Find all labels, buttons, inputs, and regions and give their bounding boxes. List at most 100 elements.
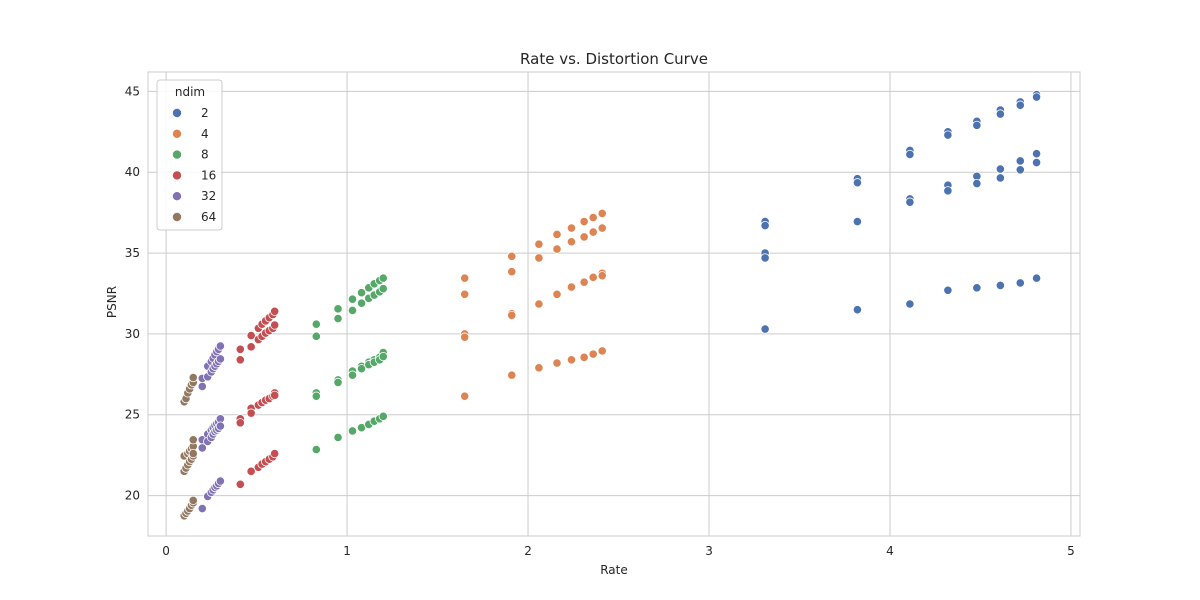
data-point	[534, 299, 544, 309]
data-point	[1031, 149, 1042, 159]
x-tick-label: 3	[705, 544, 713, 558]
data-point	[347, 305, 358, 316]
data-point	[943, 186, 953, 196]
data-point	[270, 448, 280, 459]
x-tick-label: 2	[524, 544, 532, 558]
data-point	[507, 267, 517, 277]
data-point	[552, 244, 562, 254]
data-point	[356, 288, 367, 298]
data-point	[588, 227, 598, 237]
legend-item: 2	[171, 106, 209, 120]
data-point	[566, 355, 577, 365]
data-point	[1031, 273, 1042, 283]
data-point	[588, 212, 598, 223]
data-point	[760, 253, 770, 263]
data-point	[347, 294, 358, 304]
data-point	[579, 277, 589, 287]
data-point	[197, 503, 207, 514]
chart-title: Rate vs. Distortion Curve	[520, 50, 708, 68]
data-point	[197, 381, 207, 392]
series-ndim-64	[179, 372, 198, 521]
legend-box	[156, 79, 223, 231]
data-point	[235, 344, 245, 354]
data-point	[507, 310, 517, 320]
y-tick-label: 20	[125, 489, 140, 503]
series-ndim-2	[760, 90, 1042, 334]
data-point	[188, 372, 198, 383]
data-point	[311, 444, 321, 455]
data-point	[534, 239, 544, 249]
data-point	[995, 109, 1005, 119]
data-point	[246, 408, 256, 418]
data-point	[1031, 92, 1042, 102]
data-point	[597, 223, 607, 233]
data-point	[534, 363, 544, 373]
data-point	[333, 313, 343, 324]
data-point	[943, 130, 953, 140]
data-point	[588, 272, 598, 282]
data-point	[246, 330, 256, 341]
y-tick-label: 30	[125, 327, 140, 341]
data-point	[597, 346, 607, 356]
legend-title: ndim	[175, 85, 205, 99]
data-point	[995, 173, 1005, 183]
x-axis-ticks: 0 1 2 3 4 5	[162, 544, 1074, 558]
data-point	[215, 476, 225, 486]
data-point	[235, 479, 245, 489]
data-point	[760, 324, 770, 334]
data-point	[852, 178, 863, 188]
legend-label: 4	[201, 127, 209, 141]
data-point	[905, 197, 915, 207]
data-point	[1015, 156, 1025, 166]
data-point	[333, 304, 343, 314]
data-point	[246, 466, 256, 476]
x-tick-label: 0	[162, 544, 170, 558]
data-point	[378, 351, 388, 362]
data-point	[188, 435, 198, 445]
data-point	[460, 332, 470, 342]
data-point	[905, 149, 915, 160]
data-point	[333, 432, 343, 442]
data-point	[597, 271, 607, 281]
data-point	[378, 273, 388, 283]
y-tick-label: 35	[125, 246, 140, 260]
data-point	[972, 178, 982, 189]
data-point	[507, 370, 517, 380]
data-point	[333, 377, 343, 388]
data-point	[852, 216, 863, 227]
legend-item: 8	[171, 148, 209, 162]
data-point	[215, 341, 225, 351]
data-point	[378, 411, 388, 421]
data-point	[270, 320, 280, 330]
data-point	[943, 285, 953, 295]
legend-item: 64	[171, 210, 216, 224]
legend-marker	[171, 170, 182, 181]
data-point	[311, 391, 321, 401]
data-point	[235, 418, 245, 428]
data-point	[311, 331, 321, 341]
data-point	[579, 232, 589, 242]
legend: ndim 2 4 8 16 32 64	[156, 79, 223, 231]
legend-items: 2 4 8 16 32 64	[171, 106, 216, 224]
y-tick-label: 25	[125, 408, 140, 422]
data-point	[995, 280, 1005, 291]
plot-frame	[147, 71, 1081, 537]
data-point	[852, 305, 863, 315]
series-ndim-8	[311, 273, 388, 455]
legend-marker	[171, 128, 182, 139]
data-point	[579, 352, 589, 362]
data-point	[760, 220, 770, 231]
series-ndim-4	[460, 208, 607, 401]
data-point	[311, 319, 321, 329]
data-point	[356, 364, 367, 374]
data-point	[246, 342, 256, 352]
data-point	[270, 390, 280, 400]
y-axis-label: PSNR	[105, 286, 119, 318]
legend-label: 32	[201, 189, 216, 203]
data-point	[356, 298, 367, 308]
series-ndim-32	[197, 341, 225, 514]
data-point	[235, 355, 245, 365]
x-tick-label: 4	[886, 544, 894, 558]
data-point	[507, 251, 517, 261]
